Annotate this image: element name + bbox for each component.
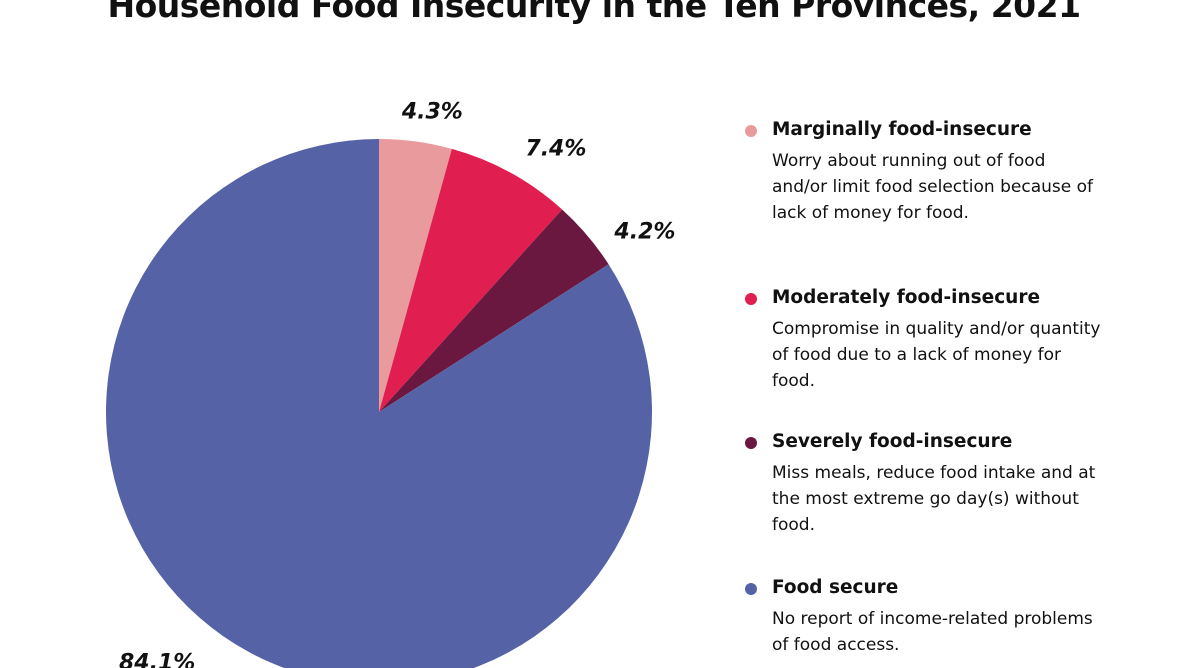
- legend-description: Miss meals, reduce food intake and at th…: [772, 463, 1096, 535]
- legend-item-moderately: Moderately food-insecure Compromise in q…: [745, 284, 1165, 394]
- legend-description: Compromise in quality and/or quantity of…: [772, 319, 1101, 391]
- legend-swatch: [745, 437, 757, 449]
- legend-description: Worry about running out of food and/or l…: [772, 151, 1093, 223]
- legend-heading: Marginally food-insecure: [772, 119, 1032, 140]
- data-label: 84.1%: [119, 651, 195, 668]
- legend-heading: Severely food-insecure: [772, 431, 1013, 452]
- legend-heading: Moderately food-insecure: [772, 287, 1041, 308]
- data-label: 4.2%: [613, 219, 675, 244]
- pie-chart: 4.3% 7.4% 4.2% 84.1%: [106, 100, 675, 668]
- legend-swatch: [745, 125, 757, 137]
- legend-item-severely: Severely food-insecure Miss meals, reduc…: [745, 428, 1165, 538]
- chart-title: Household Food Insecurity in the Ten Pro…: [107, 0, 1081, 25]
- legend-item-marginally: Marginally food-insecure Worry about run…: [745, 116, 1165, 226]
- data-label: 4.3%: [401, 100, 463, 125]
- legend-item-food-secure: Food secure No report of income-related …: [745, 574, 1165, 658]
- pie-slice-marginally-food-insecure: [379, 139, 452, 412]
- pie-slice-moderately-food-insecure: [379, 148, 563, 412]
- legend-heading: Food secure: [772, 577, 899, 598]
- legend-description: No report of income-related problems of …: [772, 609, 1093, 655]
- pie-slice-food-secure: [106, 139, 652, 668]
- pie-slice-severely-food-insecure: [379, 209, 609, 412]
- data-label: 7.4%: [525, 137, 586, 162]
- legend-swatch: [745, 293, 757, 305]
- legend-swatch: [745, 583, 757, 595]
